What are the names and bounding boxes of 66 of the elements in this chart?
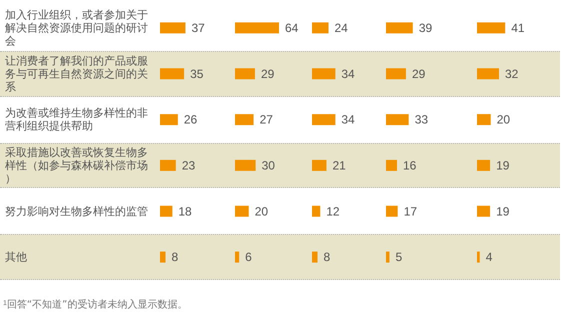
data-label: 26 bbox=[184, 112, 198, 127]
data-label: 21 bbox=[332, 158, 346, 172]
bar bbox=[235, 206, 249, 217]
bar bbox=[160, 206, 172, 217]
data-label: 37 bbox=[191, 20, 206, 35]
bar bbox=[386, 160, 397, 171]
data-label: 17 bbox=[404, 204, 418, 218]
data-label: 33 bbox=[414, 112, 428, 127]
data-label: 19 bbox=[496, 158, 510, 172]
data-label: 6 bbox=[245, 250, 252, 264]
bar bbox=[235, 160, 256, 171]
data-label: 34 bbox=[341, 66, 356, 81]
bar bbox=[386, 206, 398, 217]
data-label: 16 bbox=[403, 158, 417, 172]
bar bbox=[312, 114, 336, 126]
bar bbox=[235, 252, 240, 263]
bar bbox=[312, 22, 328, 34]
data-label: 41 bbox=[511, 20, 525, 35]
y-tick-label: 加入行业组织，或者参加关于解决自然资源使用问题的研讨会 bbox=[5, 8, 148, 48]
bar bbox=[160, 160, 176, 171]
y-tick-label: 努力影响对生物多样性的监管 bbox=[5, 204, 148, 218]
bar bbox=[312, 68, 336, 80]
data-label: 4 bbox=[486, 250, 493, 264]
data-label: 30 bbox=[262, 158, 276, 172]
data-label: 39 bbox=[418, 20, 432, 35]
data-label: 29 bbox=[412, 66, 426, 81]
data-label: 34 bbox=[341, 112, 356, 127]
data-label: 27 bbox=[260, 112, 274, 127]
data-label: 29 bbox=[260, 66, 275, 81]
bar bbox=[160, 68, 184, 80]
bar bbox=[386, 68, 406, 80]
data-label: 20 bbox=[496, 112, 510, 127]
data-label: 8 bbox=[172, 250, 178, 264]
bar bbox=[477, 22, 506, 34]
y-tick-label: 其他 bbox=[5, 250, 27, 264]
bar bbox=[477, 160, 490, 171]
bar bbox=[477, 252, 480, 263]
bar bbox=[312, 206, 320, 217]
bar bbox=[235, 114, 254, 126]
y-tick-label: 让消费者了解我们的产品或服务与可再生自然资源之间的关系 bbox=[5, 54, 148, 94]
data-label: 18 bbox=[178, 204, 192, 218]
bar bbox=[312, 160, 326, 171]
data-label: 8 bbox=[324, 250, 330, 264]
bar bbox=[312, 252, 318, 263]
y-tick-label: 为改善或维持生物多样性的非营利组织提供帮助 bbox=[5, 106, 148, 133]
bar bbox=[477, 68, 499, 80]
data-label: 12 bbox=[326, 204, 340, 218]
bar bbox=[477, 114, 491, 126]
bar bbox=[386, 22, 413, 34]
y-tick-label: 采取措施以改善或恢复生物多样性（如参与森林碳补偿市场） bbox=[5, 146, 148, 185]
bar bbox=[160, 252, 166, 263]
bar bbox=[386, 252, 390, 263]
data-label: 35 bbox=[190, 66, 204, 81]
data-label: 24 bbox=[334, 20, 348, 35]
data-label: 19 bbox=[496, 204, 510, 218]
bar bbox=[160, 114, 178, 126]
bar bbox=[235, 22, 279, 34]
bar bbox=[386, 114, 409, 126]
bar bbox=[235, 68, 255, 80]
data-label: 20 bbox=[254, 204, 268, 218]
data-label: 23 bbox=[182, 158, 196, 172]
bar bbox=[160, 22, 186, 34]
data-label: 32 bbox=[505, 66, 519, 81]
bar bbox=[477, 206, 490, 217]
data-label: 5 bbox=[395, 250, 402, 264]
data-label: 64 bbox=[285, 20, 299, 35]
